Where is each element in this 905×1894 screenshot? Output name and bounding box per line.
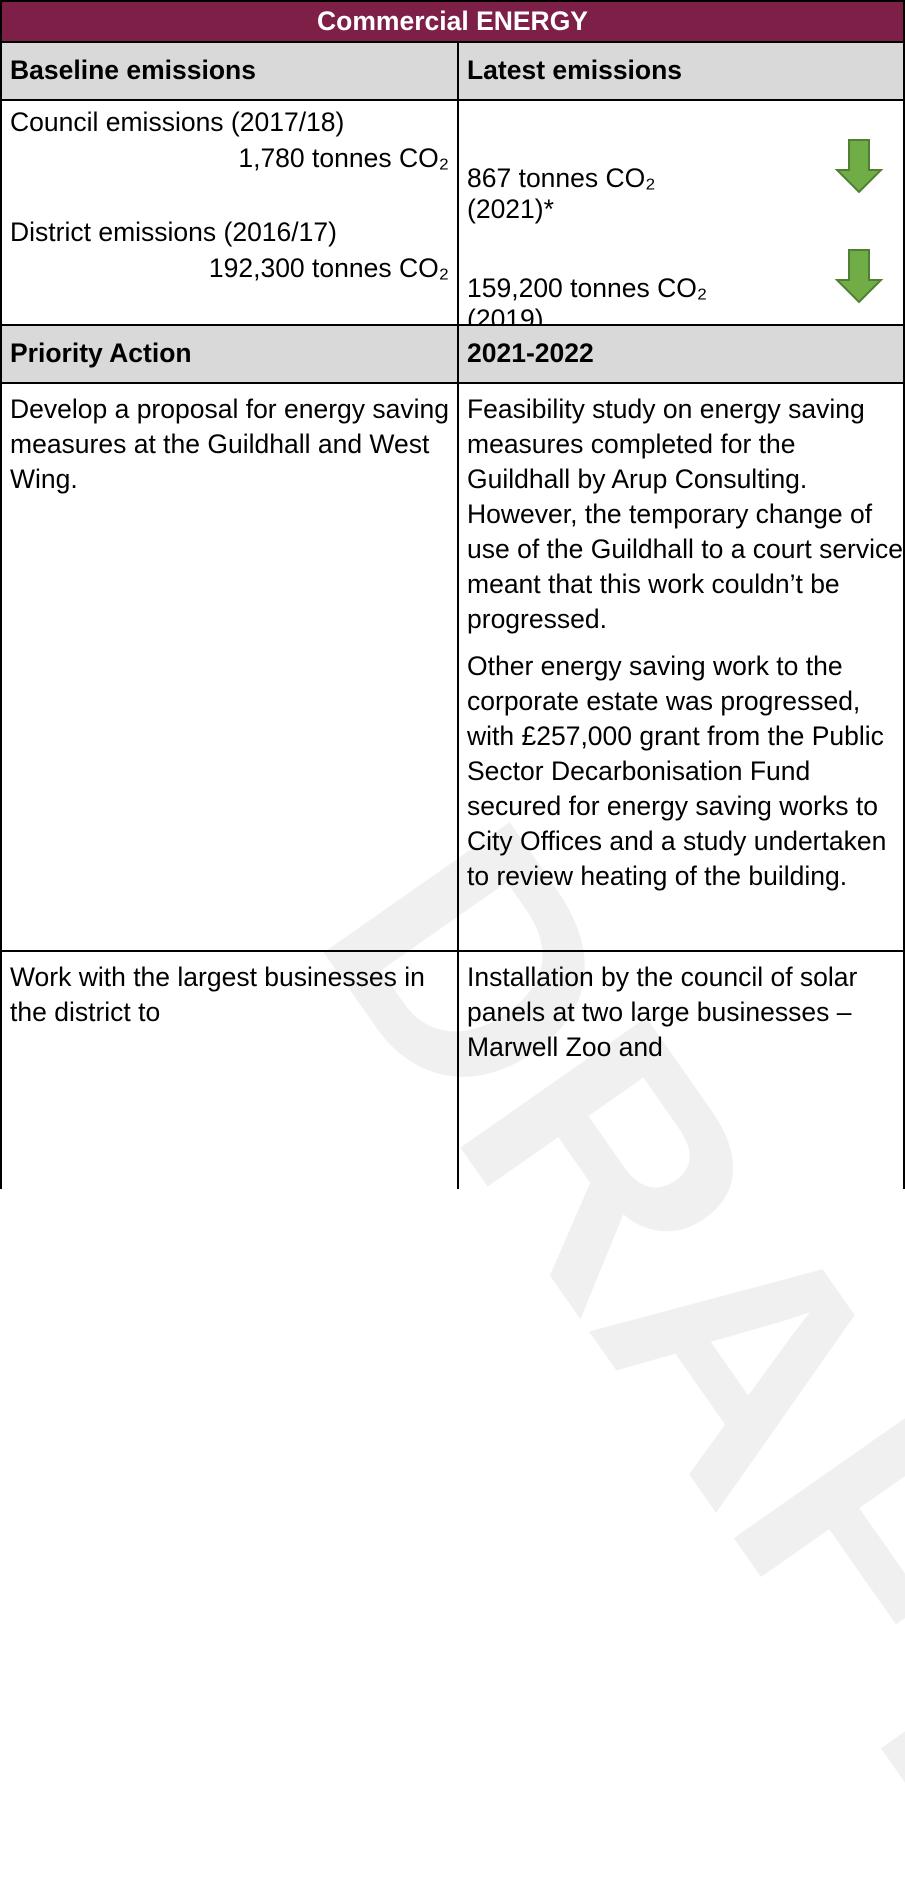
paragraph: Feasibility study on energy saving measu… bbox=[467, 394, 904, 634]
paragraph: Other energy saving work to the corporat… bbox=[467, 651, 887, 891]
down-arrow bbox=[835, 139, 884, 194]
baseline-label: District emissions (2016/17) bbox=[10, 217, 337, 247]
latest-value: 867 tonnes CO₂ bbox=[467, 163, 656, 193]
latest-value: 159,200 tonnes CO₂ bbox=[467, 273, 708, 303]
action-cell: Develop a proposal for energy saving mea… bbox=[10, 394, 449, 494]
border bbox=[903, 0, 905, 1189]
border bbox=[0, 41, 905, 43]
border bbox=[0, 950, 905, 952]
watermark: DRAFT bbox=[253, 762, 905, 1891]
paragraph: Installation by the council of solar pan… bbox=[467, 962, 858, 1062]
border bbox=[0, 382, 905, 384]
action-cell: Work with the largest businesses in the … bbox=[10, 962, 425, 1027]
header-cell: Priority Action bbox=[10, 338, 192, 368]
down-arrow bbox=[835, 249, 884, 304]
header-bg bbox=[0, 325, 905, 383]
border bbox=[457, 42, 459, 1189]
header-cell: 2021-2022 bbox=[467, 338, 594, 368]
baseline-label: Council emissions (2017/18) bbox=[10, 107, 345, 137]
border bbox=[0, 0, 2, 1189]
header-cell: Baseline emissions bbox=[10, 55, 256, 85]
latest-year: (2021)* bbox=[467, 194, 554, 224]
border bbox=[0, 0, 905, 2]
progress-cell: Feasibility study on energy saving measu… bbox=[467, 392, 903, 894]
progress-cell: Installation by the council of solar pan… bbox=[467, 960, 903, 1065]
table-title: Commercial ENERGY bbox=[0, 0, 905, 42]
header-cell: Latest emissions bbox=[467, 55, 683, 85]
header-bg bbox=[0, 42, 905, 100]
border bbox=[0, 324, 905, 326]
baseline-value: 192,300 tonnes CO₂ bbox=[208, 253, 449, 283]
border bbox=[0, 99, 905, 101]
baseline-value: 1,780 tonnes CO₂ bbox=[238, 143, 449, 173]
